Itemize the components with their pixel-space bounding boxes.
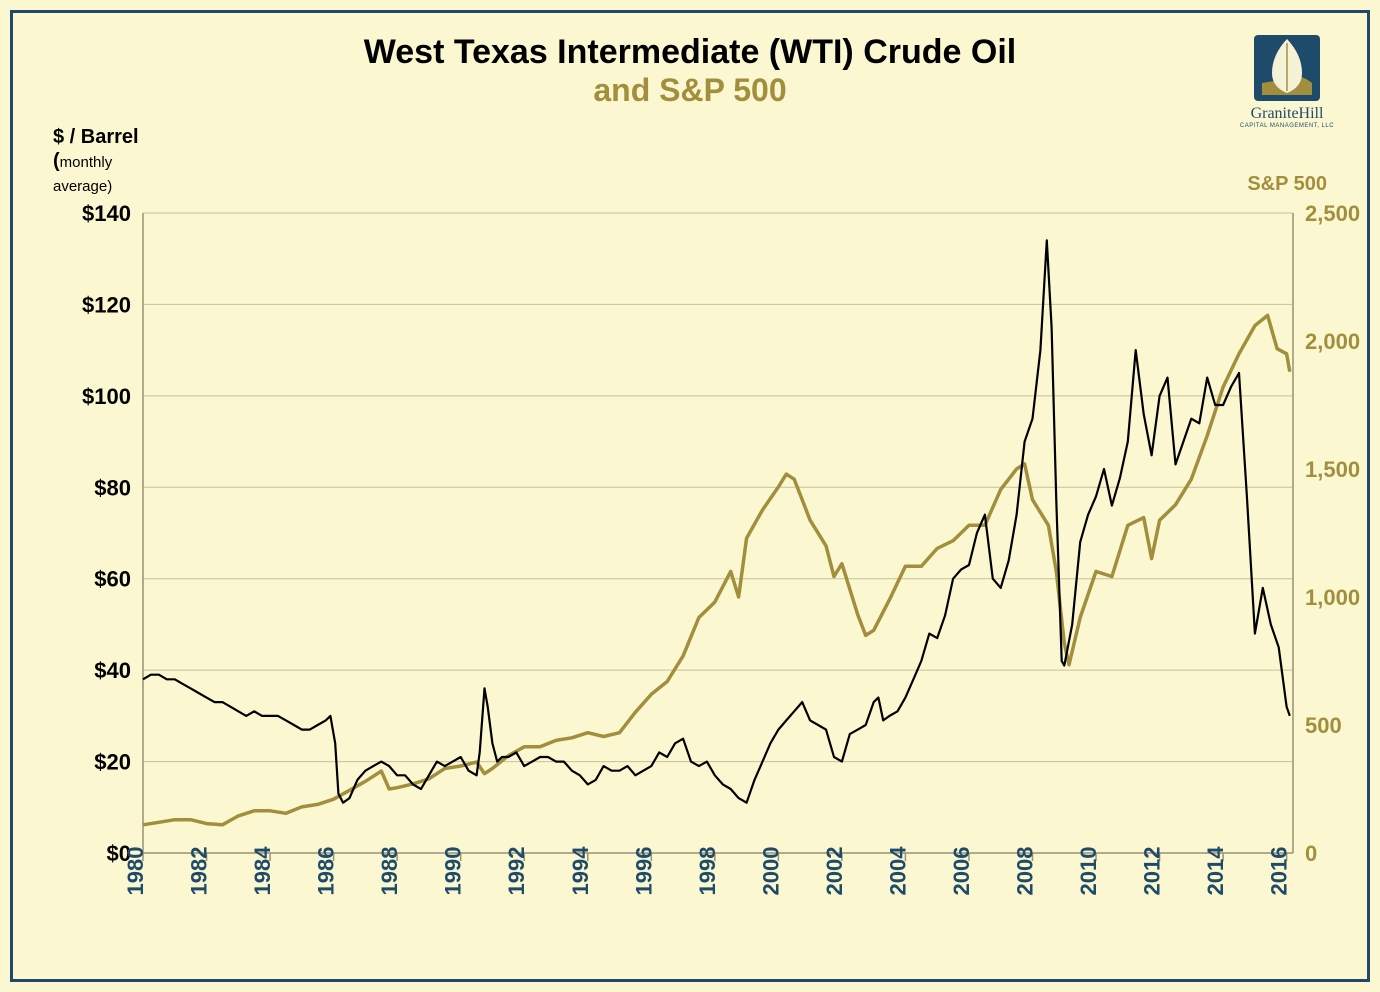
y2-tick-label: 500 [1305,713,1342,738]
chart-svg: $0$20$40$60$80$100$120$14005001,0001,500… [143,213,1293,853]
x-tick-label: 2000 [758,847,783,896]
y1-tick-label: $140 [82,201,131,226]
x-tick-label: 1998 [695,847,720,896]
series-wti [143,240,1290,802]
y2-tick-label: 2,500 [1305,201,1360,226]
x-tick-label: 2006 [949,847,974,896]
x-tick-label: 2010 [1076,847,1101,896]
x-tick-label: 2002 [822,847,847,896]
x-tick-label: 1986 [314,847,339,896]
y2-tick-label: 1,500 [1305,457,1360,482]
granitehill-logo: GraniteHill CAPITAL MANAGEMENT, LLC [1237,33,1337,129]
chart-frame: West Texas Intermediate (WTI) Crude Oil … [10,10,1370,982]
y1-tick-label: $60 [94,567,131,592]
x-tick-label: 2016 [1267,847,1292,896]
x-tick-label: 1996 [631,847,656,896]
chart-title: West Texas Intermediate (WTI) Crude Oil … [13,33,1367,109]
logo-subtitle: CAPITAL MANAGEMENT, LLC [1237,123,1337,129]
y1-tick-label: $20 [94,750,131,775]
x-tick-label: 1984 [250,846,275,896]
y1-label-line3: average) [53,178,112,195]
x-tick-label: 1990 [441,847,466,896]
y1-tick-label: $120 [82,292,131,317]
y1-label-paren: ( [53,150,60,172]
x-tick-label: 2008 [1013,847,1038,896]
x-tick-label: 1994 [568,846,593,896]
y2-tick-label: 2,000 [1305,329,1360,354]
x-tick-label: 2012 [1140,847,1165,896]
y1-tick-label: $100 [82,384,131,409]
y2-axis-label: S&P 500 [1247,173,1327,196]
logo-name: GraniteHill [1237,105,1337,123]
y1-tick-label: $80 [94,475,131,500]
y2-tick-label: 0 [1305,841,1317,866]
x-tick-label: 1980 [123,847,148,896]
y2-tick-label: 1,000 [1305,585,1360,610]
plot-area: $0$20$40$60$80$100$120$14005001,0001,500… [143,213,1293,853]
y1-axis-label: $ / Barrel (monthly average) [53,125,139,197]
x-tick-label: 2014 [1203,846,1228,896]
series-sp500 [143,315,1290,824]
x-tick-label: 1992 [504,847,529,896]
y1-label-line1: $ / Barrel [53,126,139,148]
title-line-1: West Texas Intermediate (WTI) Crude Oil [13,33,1367,72]
y1-label-line2: monthly [60,154,113,171]
page-frame: West Texas Intermediate (WTI) Crude Oil … [0,0,1380,992]
x-tick-label: 1988 [377,847,402,896]
leaf-icon [1252,33,1322,103]
title-line-2: and S&P 500 [13,72,1367,109]
y1-tick-label: $40 [94,658,131,683]
x-tick-label: 1982 [187,847,212,896]
x-tick-label: 2004 [885,846,910,896]
